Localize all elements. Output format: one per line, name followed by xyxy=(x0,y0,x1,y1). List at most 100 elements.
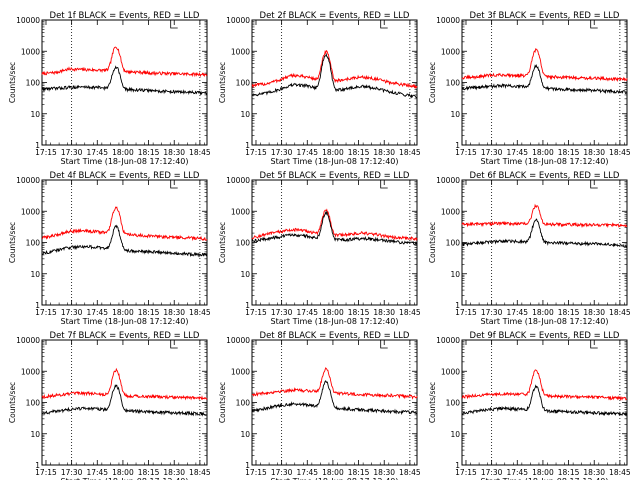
x-tick-label: 17:30 xyxy=(481,468,503,477)
y-tick-label: 1000 xyxy=(21,47,40,56)
x-tick-label: 17:45 xyxy=(86,148,108,157)
y-tick-label: 1 xyxy=(35,461,40,470)
x-tick-label: 18:15 xyxy=(558,308,580,317)
x-tick-label: 18:45 xyxy=(399,308,421,317)
y-tick-label: 10 xyxy=(450,110,460,119)
x-tick-label: 18:00 xyxy=(532,148,554,157)
x-axis-title: Start Time (18-Jun-08 17:12:40) xyxy=(271,157,399,166)
y-tick-label: 10000 xyxy=(226,176,250,185)
x-tick-label: 17:15 xyxy=(35,468,57,477)
lld-rate-line xyxy=(461,203,628,229)
x-tick-label: 17:45 xyxy=(296,308,318,317)
chart-panel-4: Det 4f BLACK = Events, RED = LLD 1 10 100 10… xyxy=(8,171,211,326)
y-axis-title: Counts/sec xyxy=(428,222,437,263)
plot-frame xyxy=(461,339,628,466)
y-tick-label: 1 xyxy=(245,461,250,470)
x-tick-label: 17:30 xyxy=(271,468,293,477)
x-axis-title: Start Time (18-Jun-08 17:12:40) xyxy=(271,317,399,326)
x-tick-label: 18:00 xyxy=(322,148,344,157)
plot-frame xyxy=(41,19,208,146)
plot-frame xyxy=(251,179,418,306)
x-tick-label: 17:15 xyxy=(245,468,267,477)
chart-title: Det 3f BLACK = Events, RED = LLD xyxy=(470,11,620,21)
x-tick-label: 17:45 xyxy=(296,148,318,157)
y-tick-label: 1 xyxy=(455,461,460,470)
plot-frame xyxy=(41,339,208,466)
y-tick-label: 1000 xyxy=(21,207,40,216)
y-tick-label: 10000 xyxy=(16,176,40,185)
y-axis-title: Counts/sec xyxy=(218,62,227,103)
chart-panel-9: Det 9f BLACK = Events, RED = LLD 1 10 100 10… xyxy=(428,331,631,480)
y-axis-title: Counts/sec xyxy=(8,222,17,263)
time-marker xyxy=(590,180,598,189)
x-axis-title: Start Time (18-Jun-08 17:12:40) xyxy=(271,477,399,480)
y-axis-title: Counts/sec xyxy=(8,382,17,423)
chart-title: Det 4f BLACK = Events, RED = LLD xyxy=(50,171,200,181)
lld-rate-line xyxy=(461,48,628,83)
y-tick-label: 10 xyxy=(30,110,40,119)
x-tick-label: 18:45 xyxy=(189,308,211,317)
x-tick-label: 18:00 xyxy=(112,148,134,157)
lld-rate-line xyxy=(41,367,208,401)
x-tick-label: 17:15 xyxy=(35,148,57,157)
y-tick-label: 100 xyxy=(26,79,41,88)
lld-rate-line xyxy=(252,367,418,400)
y-tick-label: 100 xyxy=(26,239,41,248)
x-axis-title: Start Time (18-Jun-08 17:12:40) xyxy=(481,157,609,166)
x-tick-label: 17:30 xyxy=(271,148,293,157)
x-axis-title: Start Time (18-Jun-08 17:12:40) xyxy=(481,477,609,480)
time-marker xyxy=(170,340,178,349)
x-tick-label: 18:00 xyxy=(112,308,134,317)
x-tick-label: 18:00 xyxy=(532,308,554,317)
y-tick-label: 10000 xyxy=(436,16,460,25)
events-rate-line xyxy=(41,65,208,96)
y-tick-label: 100 xyxy=(236,79,251,88)
events-rate-line xyxy=(461,63,628,95)
events-rate-line xyxy=(461,218,628,249)
y-tick-label: 10000 xyxy=(226,336,250,345)
y-tick-label: 1000 xyxy=(231,207,250,216)
lld-rate-line xyxy=(251,49,418,90)
chart-title: Det 6f BLACK = Events, RED = LLD xyxy=(470,171,620,181)
y-tick-label: 10 xyxy=(450,430,460,439)
x-tick-label: 18:15 xyxy=(348,468,370,477)
x-tick-label: 18:15 xyxy=(348,308,370,317)
chart-title: Det 2f BLACK = Events, RED = LLD xyxy=(260,11,410,21)
x-tick-label: 17:30 xyxy=(61,148,83,157)
x-tick-label: 18:30 xyxy=(373,148,395,157)
x-tick-label: 18:00 xyxy=(322,468,344,477)
x-tick-label: 17:45 xyxy=(506,308,528,317)
y-tick-label: 1000 xyxy=(441,207,460,216)
x-tick-label: 18:00 xyxy=(322,308,344,317)
y-tick-label: 10000 xyxy=(436,336,460,345)
x-tick-label: 17:45 xyxy=(506,148,528,157)
y-tick-label: 1 xyxy=(455,301,460,310)
x-tick-label: 18:15 xyxy=(348,148,370,157)
x-tick-label: 18:45 xyxy=(609,468,631,477)
x-tick-label: 17:15 xyxy=(35,308,57,317)
chart-panel-6: Det 6f BLACK = Events, RED = LLD 1 10 100 10… xyxy=(428,171,631,326)
x-tick-label: 18:45 xyxy=(399,468,421,477)
x-tick-label: 17:15 xyxy=(455,468,477,477)
y-axis-title: Counts/sec xyxy=(218,382,227,423)
plot-frame xyxy=(461,179,628,306)
events-rate-line xyxy=(41,224,208,258)
x-tick-label: 17:30 xyxy=(61,308,83,317)
x-tick-label: 17:30 xyxy=(481,308,503,317)
y-tick-label: 1 xyxy=(455,141,460,150)
y-tick-label: 10 xyxy=(450,270,460,279)
y-tick-label: 10000 xyxy=(16,16,40,25)
chart-title: Det 8f BLACK = Events, RED = LLD xyxy=(260,331,410,341)
x-tick-label: 17:30 xyxy=(61,468,83,477)
x-tick-label: 18:30 xyxy=(583,148,605,157)
y-axis-title: Counts/sec xyxy=(218,222,227,263)
y-tick-label: 1 xyxy=(35,141,40,150)
x-tick-label: 18:45 xyxy=(189,148,211,157)
y-tick-label: 1 xyxy=(245,141,250,150)
x-tick-label: 18:30 xyxy=(583,468,605,477)
x-axis-title: Start Time (18-Jun-08 17:12:40) xyxy=(61,477,189,480)
y-tick-label: 10 xyxy=(240,270,250,279)
time-marker xyxy=(170,180,178,189)
time-marker xyxy=(590,20,598,29)
